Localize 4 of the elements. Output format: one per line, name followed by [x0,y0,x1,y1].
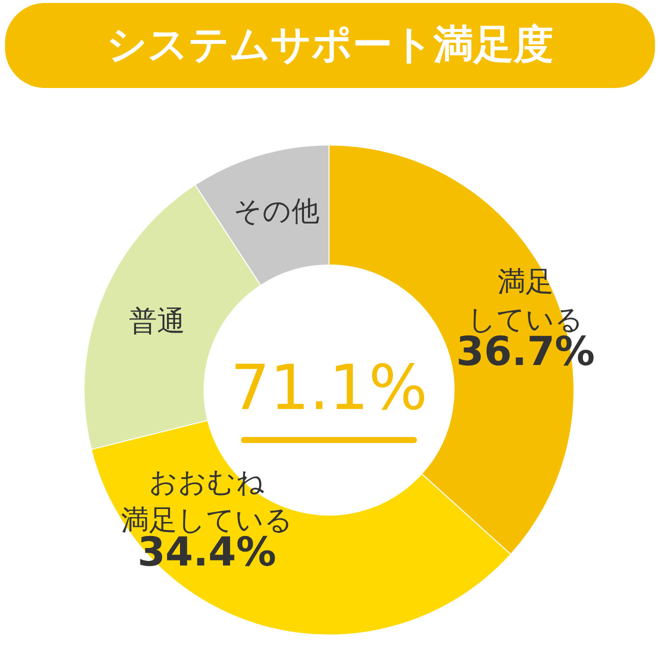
text: 71.1% [230,351,428,424]
chart-title: システムサポート満足度 [106,22,554,68]
slice-label: 普通 [128,304,185,338]
slice-label: その他 [233,194,320,228]
